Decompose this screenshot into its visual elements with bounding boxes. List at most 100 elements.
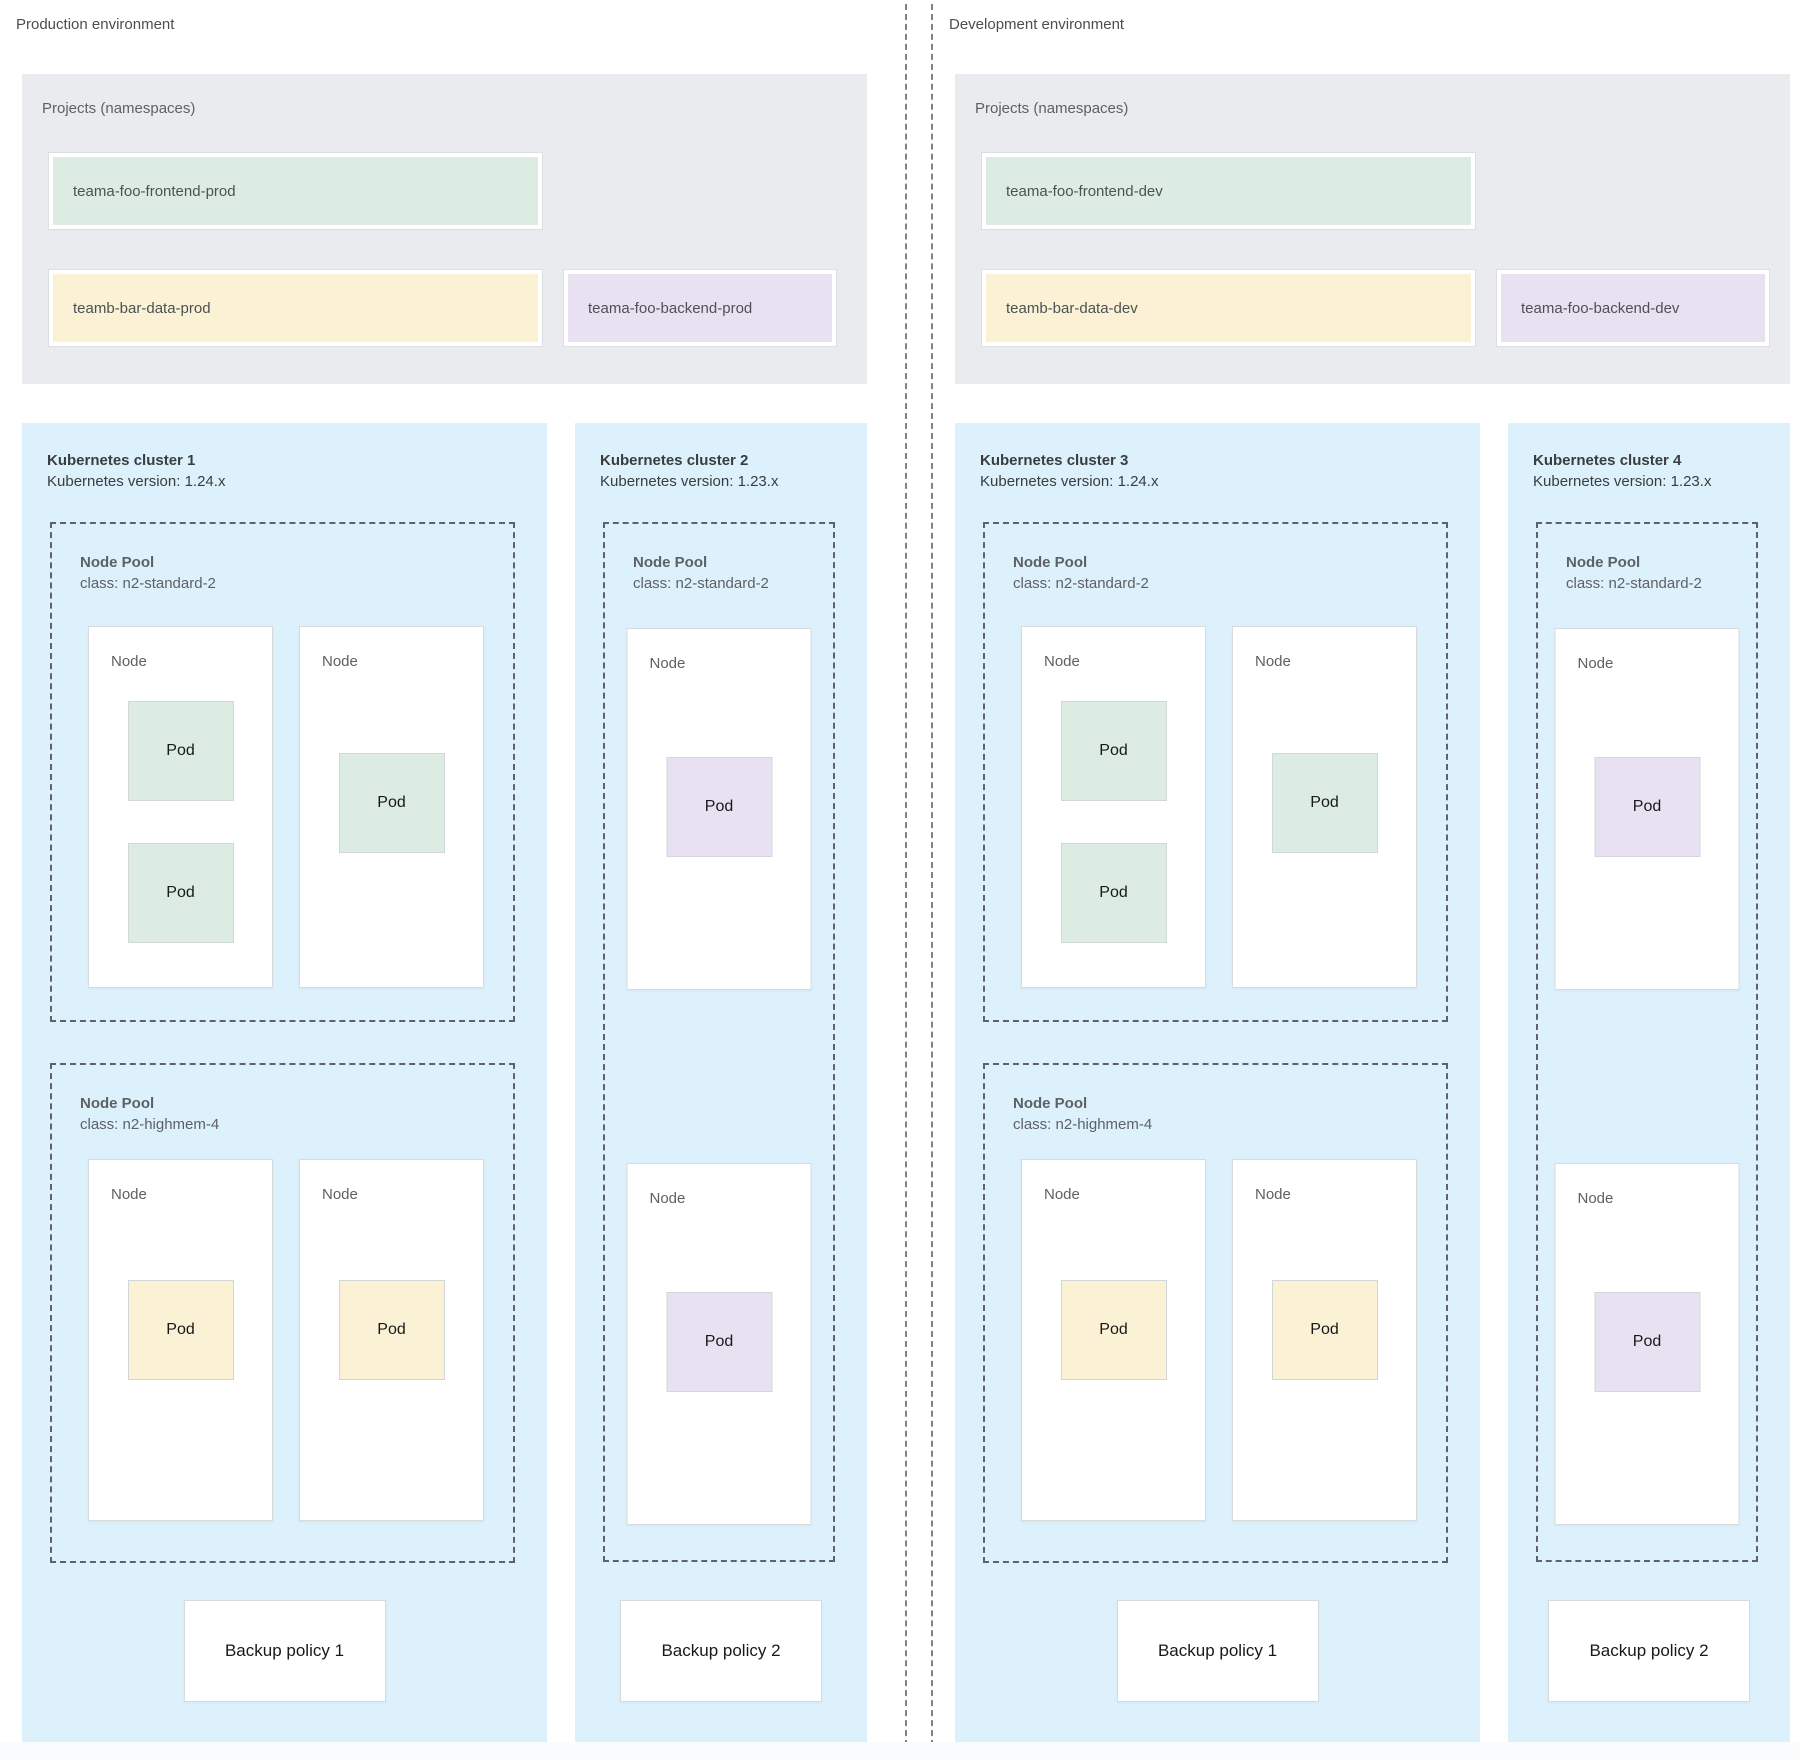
kubernetes-cluster-card: Kubernetes cluster 3 Kubernetes version:… bbox=[955, 423, 1480, 1742]
pod-label: Pod bbox=[1099, 1321, 1128, 1338]
node-pool-title: Node Pool bbox=[1013, 554, 1088, 571]
node-pool-class: class: n2-standard-2 bbox=[633, 575, 769, 592]
cluster-header: Kubernetes cluster 4 Kubernetes version:… bbox=[1533, 450, 1711, 492]
cluster-name: Kubernetes cluster 2 bbox=[600, 452, 749, 469]
backup-policy-label: Backup policy 2 bbox=[661, 1641, 781, 1660]
cluster-version: Kubernetes version: 1.23.x bbox=[600, 473, 779, 490]
backup-policy-box: Backup policy 1 bbox=[183, 1600, 386, 1702]
node-label: Node bbox=[111, 1186, 147, 1203]
node-pool-class: class: n2-standard-2 bbox=[1013, 575, 1149, 592]
cluster-header: Kubernetes cluster 2 Kubernetes version:… bbox=[600, 450, 778, 492]
projects-panel-title: Projects (namespaces) bbox=[975, 100, 1129, 117]
development-environment: Development environment Projects (namesp… bbox=[949, 0, 1790, 1760]
cluster-header: Kubernetes cluster 3 Kubernetes version:… bbox=[980, 450, 1158, 492]
environment-label: Production environment bbox=[16, 16, 175, 33]
pod-box: Pod bbox=[1594, 1292, 1700, 1392]
node-box: Node Pod bbox=[1232, 1159, 1417, 1521]
backup-policy-label: Backup policy 1 bbox=[224, 1641, 345, 1660]
node-label: Node bbox=[649, 1190, 686, 1207]
node-label: Node bbox=[322, 1186, 358, 1203]
node-pool-title: Node Pool bbox=[80, 554, 155, 571]
node-pool: Node Pool class: n2-standard-2 Node Pod … bbox=[1536, 522, 1758, 1562]
node-label: Node bbox=[111, 653, 147, 670]
node-pool: Node Pool class: n2-standard-2 Node Pod … bbox=[983, 522, 1448, 1022]
node-pool-title: Node Pool bbox=[1566, 554, 1641, 571]
backup-policy-box: Backup policy 2 bbox=[1548, 1600, 1750, 1702]
namespace-box: teamb-bar-data-dev bbox=[982, 270, 1475, 346]
pod-box: Pod bbox=[1271, 1280, 1378, 1380]
node-pool: Node Pool class: n2-highmem-4 Node Pod N… bbox=[50, 1063, 515, 1563]
node-pool: Node Pool class: n2-highmem-4 Node Pod N… bbox=[983, 1063, 1448, 1563]
pod-box: Pod bbox=[338, 1280, 445, 1380]
pod-box: Pod bbox=[1594, 757, 1700, 857]
node-label: Node bbox=[322, 653, 358, 670]
node-label: Node bbox=[1577, 655, 1614, 672]
pod-label: Pod bbox=[166, 742, 195, 759]
pod-box: Pod bbox=[666, 757, 772, 857]
node-pool-title: Node Pool bbox=[1013, 1095, 1088, 1112]
pod-label: Pod bbox=[1632, 1333, 1662, 1350]
pod-box: Pod bbox=[666, 1292, 772, 1392]
node-label: Node bbox=[649, 655, 686, 672]
pod-label: Pod bbox=[1099, 884, 1128, 901]
node-label: Node bbox=[1255, 1186, 1291, 1203]
node-pool-header: Node Pool class: n2-standard-2 bbox=[1566, 552, 1702, 594]
backup-policy-label: Backup policy 1 bbox=[1157, 1641, 1278, 1660]
kubernetes-cluster-card: Kubernetes cluster 2 Kubernetes version:… bbox=[575, 423, 867, 1742]
cluster-name: Kubernetes cluster 3 bbox=[980, 452, 1129, 469]
projects-namespaces-panel: Projects (namespaces) teama-foo-frontend… bbox=[955, 74, 1790, 384]
pod-label: Pod bbox=[377, 794, 406, 811]
backup-policy-box: Backup policy 1 bbox=[1116, 1600, 1319, 1702]
node-pool: Node Pool class: n2-standard-2 Node Pod … bbox=[603, 522, 835, 1562]
pod-box: Pod bbox=[1271, 753, 1378, 853]
node-pool-header: Node Pool class: n2-highmem-4 bbox=[80, 1093, 219, 1135]
kubernetes-cluster-card: Kubernetes cluster 1 Kubernetes version:… bbox=[22, 423, 547, 1742]
node-pool-title: Node Pool bbox=[633, 554, 708, 571]
node-label: Node bbox=[1577, 1190, 1614, 1207]
pod-label: Pod bbox=[1632, 798, 1662, 815]
pod-box: Pod bbox=[127, 1280, 234, 1380]
node-pool-class: class: n2-highmem-4 bbox=[1013, 1116, 1153, 1133]
namespace-label: teamb-bar-data-dev bbox=[1006, 299, 1138, 317]
namespace-label: teamb-bar-data-prod bbox=[73, 299, 211, 317]
namespace-label: teama-foo-frontend-prod bbox=[73, 182, 236, 200]
node-pool-title: Node Pool bbox=[80, 1095, 155, 1112]
pod-label: Pod bbox=[704, 1333, 734, 1350]
node-pool: Node Pool class: n2-standard-2 Node Pod … bbox=[50, 522, 515, 1022]
backup-policy-box: Backup policy 2 bbox=[620, 1600, 822, 1702]
pod-box: Pod bbox=[338, 753, 445, 853]
node-label: Node bbox=[1044, 1186, 1080, 1203]
environment-divider-line bbox=[931, 0, 933, 1760]
cluster-name: Kubernetes cluster 4 bbox=[1533, 452, 1682, 469]
namespace-box: teama-foo-frontend-dev bbox=[982, 153, 1475, 229]
node-pool-header: Node Pool class: n2-standard-2 bbox=[1013, 552, 1149, 594]
pod-label: Pod bbox=[704, 798, 734, 815]
node-pool-class: class: n2-standard-2 bbox=[1566, 575, 1702, 592]
projects-panel-title: Projects (namespaces) bbox=[42, 100, 196, 117]
kubernetes-cluster-card: Kubernetes cluster 4 Kubernetes version:… bbox=[1508, 423, 1790, 1742]
production-environment: Production environment Projects (namespa… bbox=[16, 0, 867, 1760]
pod-box: Pod bbox=[127, 701, 234, 801]
pod-label: Pod bbox=[377, 1321, 406, 1338]
namespace-label: teama-foo-frontend-dev bbox=[1006, 182, 1163, 200]
cluster-name: Kubernetes cluster 1 bbox=[47, 452, 196, 469]
pod-label: Pod bbox=[1310, 1321, 1339, 1338]
node-box: Node Pod Pod bbox=[88, 626, 273, 988]
node-box: Node Pod bbox=[88, 1159, 273, 1521]
namespace-box: teama-foo-frontend-prod bbox=[49, 153, 542, 229]
node-pool-header: Node Pool class: n2-standard-2 bbox=[80, 552, 216, 594]
node-box: Node Pod bbox=[299, 1159, 484, 1521]
projects-namespaces-panel: Projects (namespaces) teama-foo-frontend… bbox=[22, 74, 867, 384]
namespace-label: teama-foo-backend-dev bbox=[1521, 299, 1680, 317]
node-box: Node Pod bbox=[626, 628, 812, 990]
node-box: Node Pod bbox=[1021, 1159, 1206, 1521]
namespace-box: teama-foo-backend-prod bbox=[564, 270, 836, 346]
node-box: Node Pod bbox=[1554, 1163, 1740, 1525]
pod-box: Pod bbox=[1060, 1280, 1167, 1380]
node-box: Node Pod Pod bbox=[1021, 626, 1206, 988]
node-pool-class: class: n2-standard-2 bbox=[80, 575, 216, 592]
node-label: Node bbox=[1255, 653, 1291, 670]
node-box: Node Pod bbox=[626, 1163, 812, 1525]
node-pool-header: Node Pool class: n2-highmem-4 bbox=[1013, 1093, 1152, 1135]
pod-box: Pod bbox=[127, 843, 234, 943]
